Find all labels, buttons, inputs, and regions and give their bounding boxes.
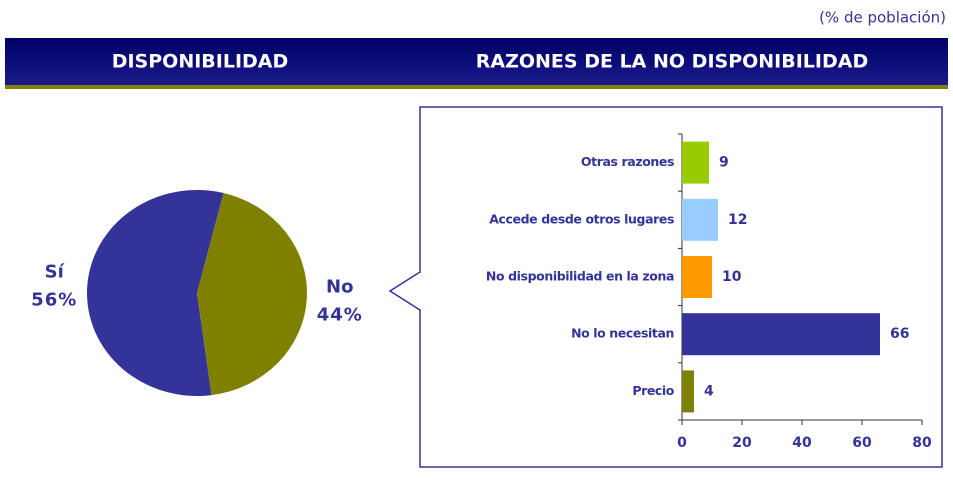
bar-frame [419, 106, 943, 468]
bar [682, 198, 718, 241]
note: (% de población) [819, 9, 946, 27]
y-tick-label: Precio [632, 383, 674, 398]
bar [682, 256, 712, 298]
header-underline [5, 85, 948, 89]
y-tick-label: No lo necesitan [571, 326, 674, 341]
bar-value-label: 66 [890, 326, 909, 342]
x-tick-label: 0 [677, 435, 687, 451]
x-tick-label: 80 [912, 435, 932, 451]
bar-value-label: 12 [728, 212, 747, 228]
bar [682, 141, 709, 184]
x-tick-label: 20 [732, 435, 752, 451]
pie-label: No [326, 276, 353, 297]
pie-title: DISPONIBILIDAD [112, 51, 289, 73]
bar [682, 313, 880, 356]
y-tick-label: No disponibilidad en la zona [486, 269, 674, 284]
pie-slice [197, 193, 308, 396]
bar-title: RAZONES DE LA NO DISPONIBILIDAD [476, 51, 868, 73]
bar-value-label: 4 [704, 383, 714, 399]
bar [682, 370, 694, 413]
pie-value-label: 56% [31, 290, 77, 311]
bar-value-label: 9 [719, 155, 729, 171]
x-tick-label: 40 [792, 435, 812, 451]
y-tick-label: Otras razones [581, 154, 674, 169]
callout [388, 271, 421, 311]
pie-label: Sí [45, 262, 65, 283]
pie-value-label: 44% [317, 304, 363, 325]
y-tick-label: Accede desde otros lugares [489, 211, 674, 226]
x-tick-label: 60 [852, 435, 872, 451]
bar-value-label: 10 [722, 269, 742, 285]
header-bar [5, 38, 948, 85]
pie-slice [87, 190, 224, 396]
